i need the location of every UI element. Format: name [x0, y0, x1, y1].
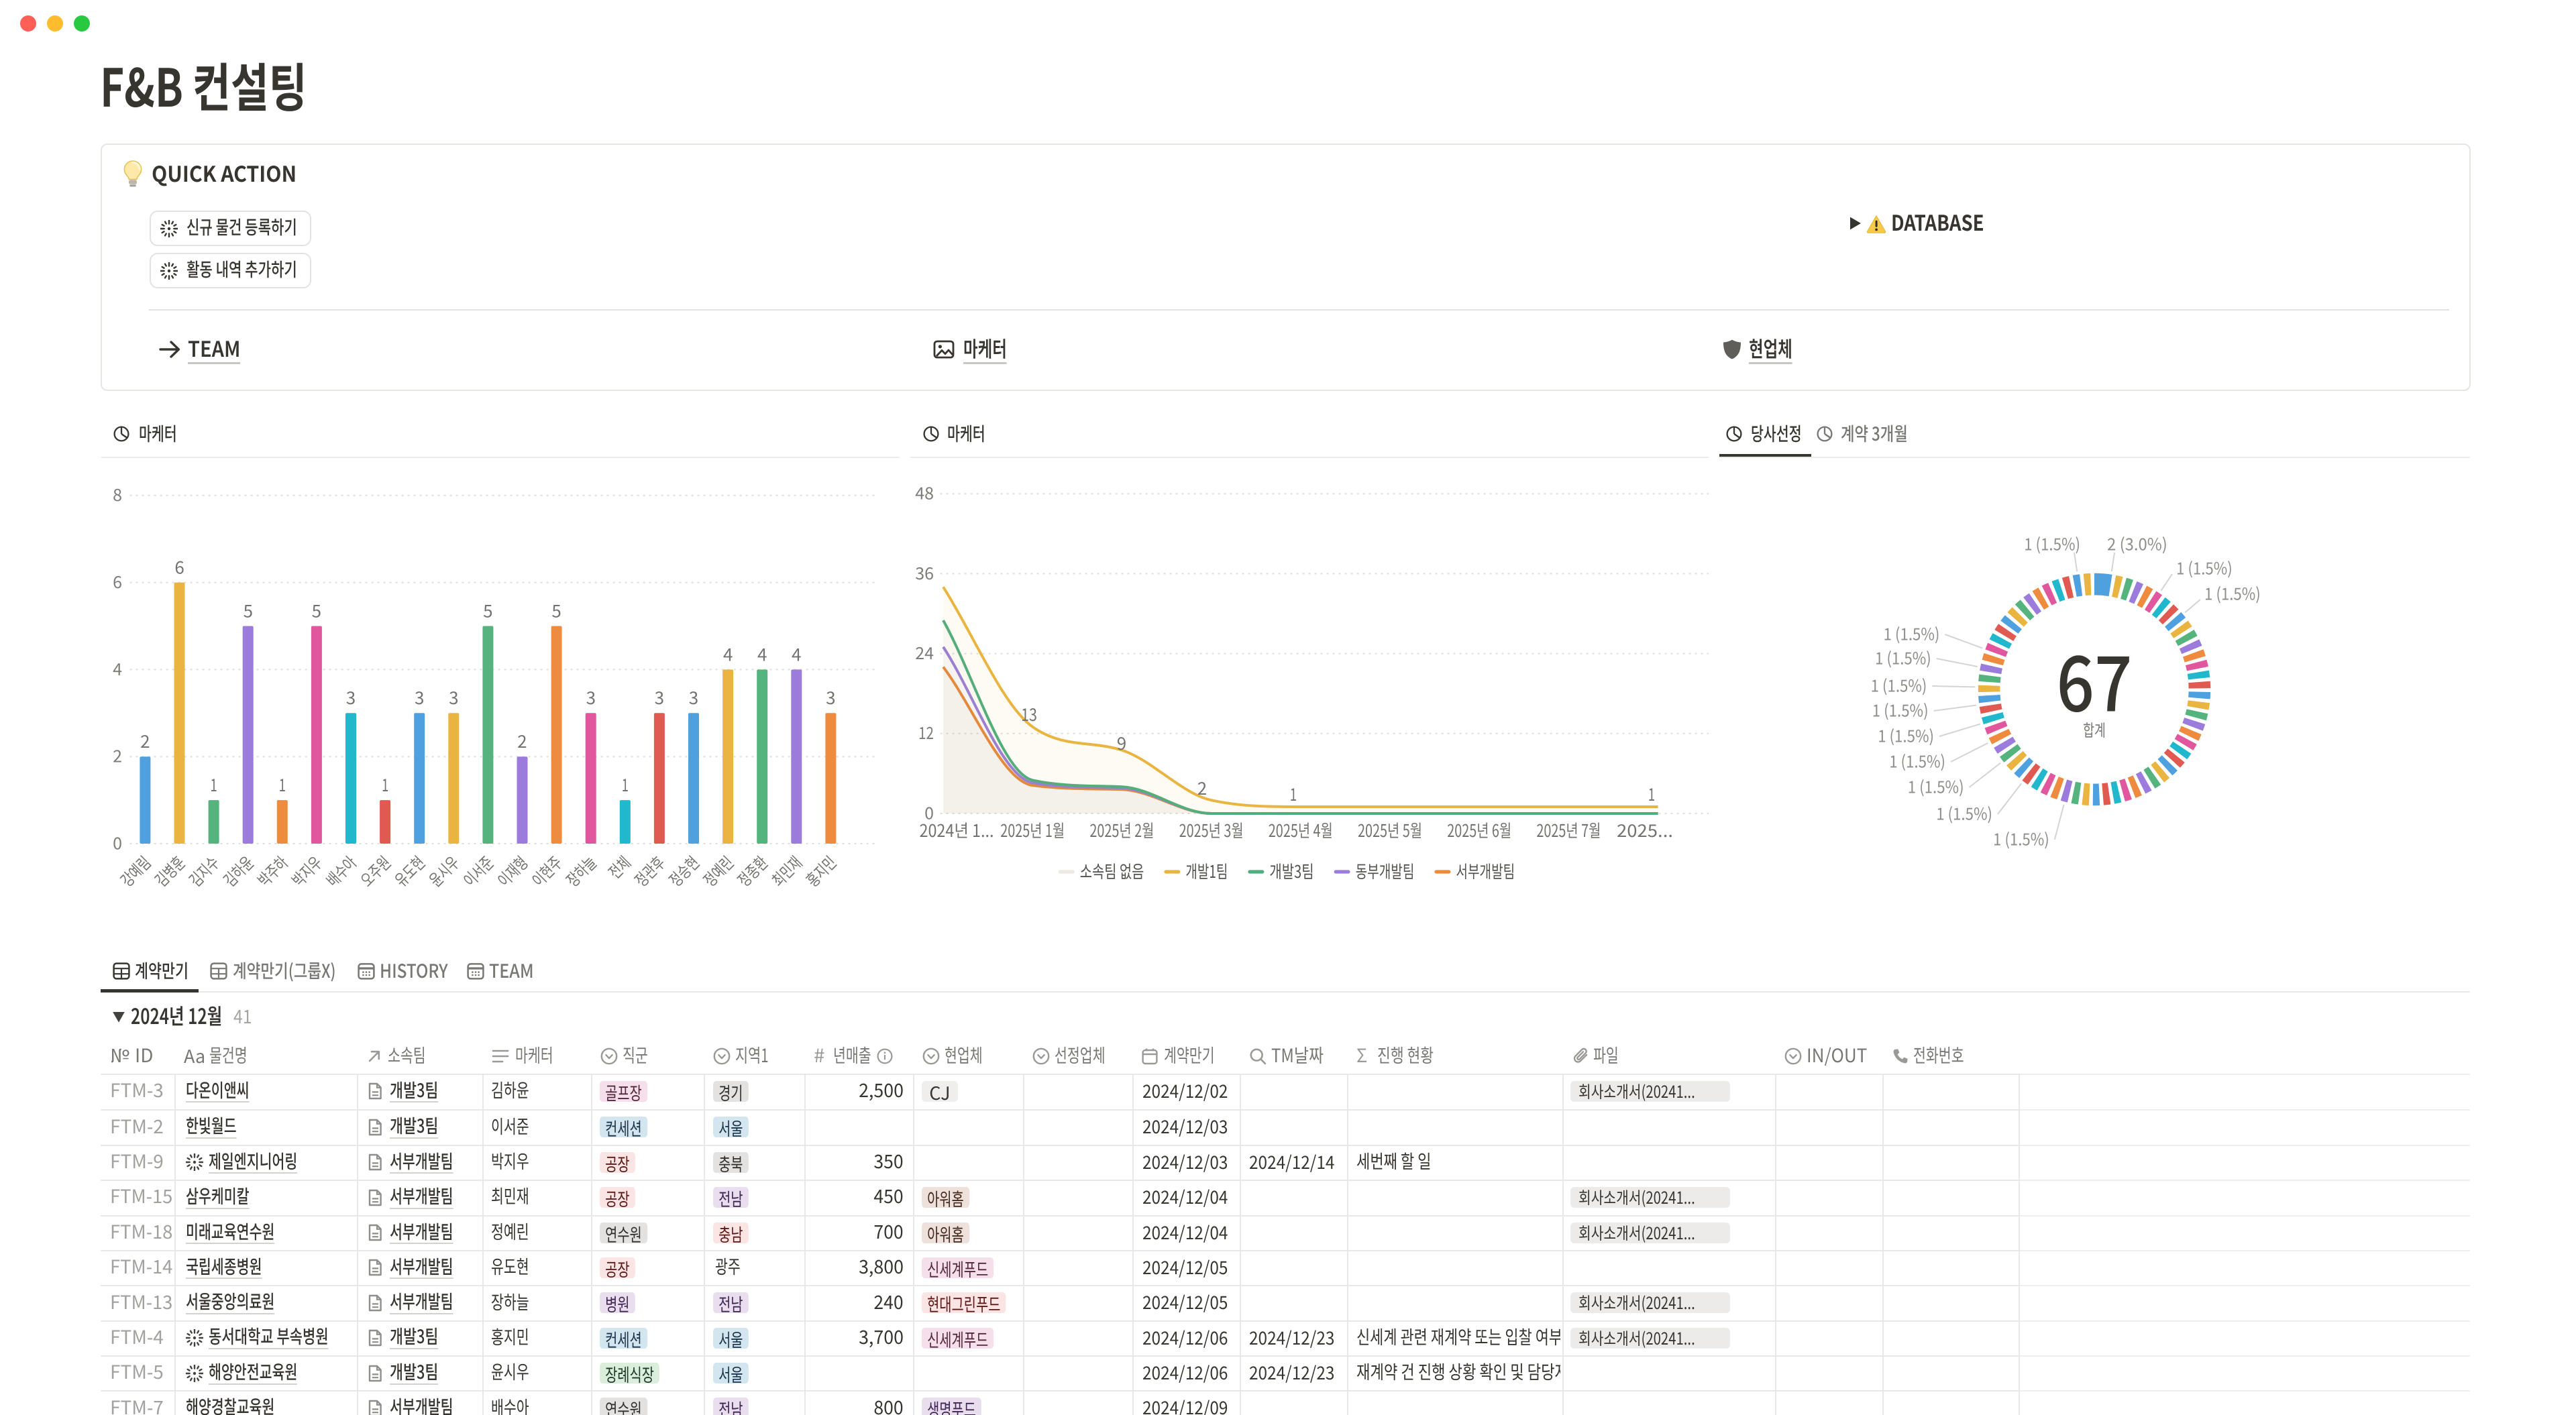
svg-text:홍지민: 홍지민 [800, 850, 841, 891]
svg-text:정종환: 정종환 [732, 850, 773, 891]
svg-text:0: 0 [113, 830, 122, 854]
svg-text:2025년 2월: 2025년 2월 [1089, 817, 1154, 842]
svg-text:이현주: 이현주 [526, 850, 567, 891]
svg-text:합계: 합계 [2083, 718, 2106, 742]
svg-text:6: 6 [174, 555, 184, 579]
svg-text:3: 3 [586, 685, 596, 710]
svg-text:3: 3 [346, 685, 356, 710]
svg-text:48: 48 [915, 481, 934, 505]
svg-text:1 (1.5%): 1 (1.5%) [1875, 646, 1931, 670]
svg-text:배수아: 배수아 [320, 850, 361, 891]
svg-text:2025년 6월: 2025년 6월 [1447, 817, 1511, 842]
svg-text:1 (1.5%): 1 (1.5%) [1878, 724, 1934, 748]
svg-text:2: 2 [517, 728, 527, 753]
svg-text:정승현: 정승현 [663, 850, 704, 891]
svg-text:4: 4 [757, 641, 767, 666]
svg-text:1 (1.5%): 1 (1.5%) [1993, 827, 2049, 851]
svg-text:1 (1.5%): 1 (1.5%) [1884, 622, 1940, 646]
svg-text:김하윤: 김하윤 [217, 850, 258, 891]
svg-text:정관후: 정관후 [629, 850, 669, 891]
svg-text:24: 24 [915, 640, 934, 665]
svg-text:1 (1.5%): 1 (1.5%) [1936, 801, 1992, 826]
svg-text:1: 1 [382, 772, 388, 797]
svg-text:3: 3 [449, 685, 458, 710]
svg-text:4: 4 [792, 641, 801, 666]
svg-text:1 (1.5%): 1 (1.5%) [2024, 532, 2080, 556]
svg-text:3: 3 [826, 685, 835, 710]
svg-text:3: 3 [655, 685, 664, 710]
svg-text:4: 4 [723, 641, 733, 666]
svg-text:1: 1 [1648, 781, 1655, 806]
svg-text:1 (1.5%): 1 (1.5%) [1872, 698, 1929, 722]
svg-text:개발1팀: 개발1팀 [1185, 858, 1228, 883]
svg-text:0: 0 [924, 800, 934, 824]
svg-text:1 (1.5%): 1 (1.5%) [2204, 581, 2261, 606]
svg-text:강예림: 강예림 [115, 850, 156, 891]
svg-text:5: 5 [244, 598, 253, 622]
svg-text:박주하: 박주하 [252, 850, 292, 891]
svg-text:3: 3 [415, 685, 424, 710]
svg-text:2025년 7월: 2025년 7월 [1536, 817, 1601, 842]
svg-text:1 (1.5%): 1 (1.5%) [2176, 556, 2233, 580]
svg-text:1 (1.5%): 1 (1.5%) [1908, 775, 1964, 799]
svg-text:1 (1.5%): 1 (1.5%) [1871, 673, 1927, 697]
svg-text:이재형: 이재형 [492, 850, 533, 891]
svg-text:윤시우: 윤시우 [423, 850, 464, 891]
svg-text:1: 1 [1290, 781, 1297, 806]
svg-text:6: 6 [113, 569, 122, 593]
svg-text:8: 8 [113, 482, 122, 506]
svg-text:유도현: 유도현 [389, 850, 430, 891]
svg-text:장하늘: 장하늘 [560, 850, 601, 891]
svg-text:정예린: 정예린 [698, 850, 739, 891]
svg-text:김지수: 김지수 [183, 850, 224, 891]
svg-text:4: 4 [113, 657, 122, 681]
svg-text:67: 67 [2057, 623, 2133, 734]
svg-text:소속팀 없음: 소속팀 없음 [1080, 858, 1144, 883]
svg-text:1: 1 [279, 772, 286, 797]
svg-text:2025년 3월: 2025년 3월 [1179, 817, 1244, 842]
svg-text:개발3팀: 개발3팀 [1269, 858, 1313, 883]
svg-text:36: 36 [915, 561, 934, 585]
svg-text:2: 2 [140, 728, 150, 753]
svg-text:서부개발팀: 서부개발팀 [1456, 858, 1515, 883]
svg-text:동부개발팀: 동부개발팀 [1356, 858, 1415, 883]
svg-text:2025년 5월: 2025년 5월 [1358, 817, 1422, 842]
svg-text:5: 5 [312, 598, 321, 622]
svg-text:2: 2 [1197, 775, 1207, 800]
svg-text:2025년 4월: 2025년 4월 [1269, 817, 1333, 842]
svg-text:2025년 1월: 2025년 1월 [1000, 817, 1065, 842]
svg-text:5: 5 [483, 598, 492, 622]
svg-text:전체: 전체 [602, 850, 635, 883]
svg-text:2025...: 2025... [1617, 817, 1673, 842]
svg-text:9: 9 [1117, 730, 1126, 755]
svg-text:2: 2 [113, 744, 122, 768]
svg-text:오주원: 오주원 [355, 850, 396, 891]
svg-text:12: 12 [918, 720, 934, 744]
svg-text:최민재: 최민재 [766, 850, 807, 891]
svg-text:김병훈: 김병훈 [149, 850, 190, 891]
svg-text:2024년 1...: 2024년 1... [920, 817, 994, 842]
svg-text:1 (1.5%): 1 (1.5%) [1889, 749, 1945, 773]
svg-text:1: 1 [622, 772, 629, 797]
svg-text:2 (3.0%): 2 (3.0%) [2107, 532, 2167, 556]
svg-text:1: 1 [210, 772, 217, 797]
svg-text:3: 3 [689, 685, 698, 710]
svg-text:박지우: 박지우 [286, 850, 327, 891]
svg-text:5: 5 [551, 598, 561, 622]
svg-text:이서준: 이서준 [458, 850, 498, 891]
svg-text:13: 13 [1021, 701, 1037, 726]
